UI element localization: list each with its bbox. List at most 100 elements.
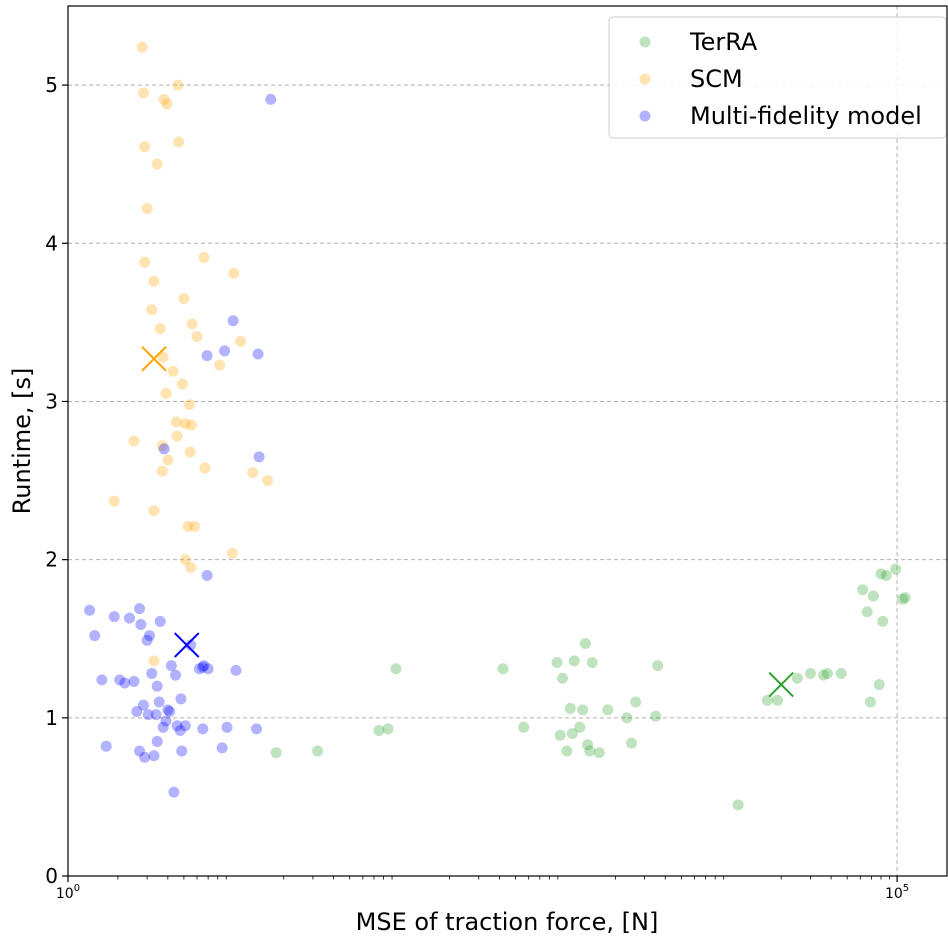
data-point bbox=[151, 680, 163, 692]
data-point bbox=[867, 590, 879, 602]
data-point bbox=[148, 750, 160, 762]
data-point bbox=[148, 275, 160, 287]
data-point bbox=[139, 141, 151, 153]
data-point bbox=[156, 440, 168, 452]
data-point bbox=[252, 348, 264, 360]
data-point bbox=[630, 696, 642, 708]
data-point bbox=[382, 723, 394, 735]
data-point bbox=[124, 612, 136, 624]
data-point bbox=[193, 663, 205, 675]
data-point bbox=[160, 715, 172, 727]
data-point bbox=[119, 677, 131, 689]
series-0-points bbox=[270, 563, 911, 811]
data-point bbox=[189, 520, 201, 532]
data-point bbox=[165, 660, 177, 672]
data-point bbox=[161, 98, 173, 110]
data-point bbox=[185, 562, 197, 574]
y-axis-label: Runtime, [s] bbox=[8, 368, 36, 515]
data-point bbox=[150, 709, 162, 721]
data-point bbox=[179, 418, 191, 430]
data-point bbox=[182, 520, 194, 532]
data-point bbox=[270, 747, 282, 759]
y-tick-label: 1 bbox=[45, 706, 58, 730]
data-point bbox=[139, 751, 151, 763]
data-point bbox=[557, 672, 569, 684]
data-point bbox=[877, 615, 889, 627]
legend-marker bbox=[639, 36, 651, 48]
data-point bbox=[227, 315, 239, 327]
data-point bbox=[577, 704, 589, 716]
data-point bbox=[178, 293, 190, 305]
data-point bbox=[141, 202, 153, 214]
data-point bbox=[230, 664, 242, 676]
data-point bbox=[153, 696, 165, 708]
data-point bbox=[135, 618, 147, 630]
legend-label: TerRA bbox=[689, 28, 758, 56]
data-point bbox=[158, 443, 170, 455]
data-point bbox=[582, 739, 594, 751]
legend-marker bbox=[639, 73, 651, 85]
data-point bbox=[199, 462, 211, 474]
data-point bbox=[171, 430, 183, 442]
data-point bbox=[873, 679, 885, 691]
data-point bbox=[864, 696, 876, 708]
data-point bbox=[154, 323, 166, 335]
data-point bbox=[146, 304, 158, 316]
data-point bbox=[835, 668, 847, 680]
data-point bbox=[761, 694, 773, 706]
data-point bbox=[151, 158, 163, 170]
data-point bbox=[202, 663, 214, 675]
data-point bbox=[191, 331, 203, 343]
data-point bbox=[171, 720, 183, 732]
data-point bbox=[602, 704, 614, 716]
data-point bbox=[89, 630, 101, 642]
data-point bbox=[771, 694, 783, 706]
data-point bbox=[141, 634, 153, 646]
data-point bbox=[219, 345, 231, 357]
y-tick-label: 5 bbox=[45, 73, 58, 97]
data-point bbox=[574, 721, 586, 733]
data-point bbox=[554, 729, 566, 741]
data-point bbox=[154, 615, 166, 627]
data-point bbox=[235, 335, 247, 347]
data-point bbox=[198, 252, 210, 264]
data-point bbox=[652, 660, 664, 672]
data-point bbox=[185, 419, 197, 431]
data-point bbox=[561, 745, 573, 757]
data-point bbox=[173, 136, 185, 148]
data-point bbox=[162, 704, 174, 716]
series-1-mean-marker bbox=[141, 346, 167, 372]
legend-label: SCM bbox=[690, 65, 743, 93]
data-point bbox=[164, 705, 176, 717]
data-point bbox=[897, 593, 909, 605]
data-point bbox=[137, 87, 149, 99]
data-point bbox=[226, 547, 238, 559]
data-point bbox=[157, 721, 169, 733]
series-0-mean-marker bbox=[768, 671, 794, 698]
data-point bbox=[566, 728, 578, 740]
mean-marker-stroke bbox=[174, 632, 200, 658]
data-point bbox=[821, 668, 833, 680]
legend-box bbox=[608, 16, 947, 139]
data-point bbox=[818, 669, 830, 681]
data-point bbox=[198, 660, 210, 672]
data-point bbox=[142, 709, 154, 721]
data-point bbox=[183, 399, 195, 411]
data-point bbox=[174, 724, 186, 736]
data-point bbox=[262, 475, 274, 487]
data-point bbox=[497, 663, 509, 675]
data-point bbox=[312, 745, 324, 757]
data-point bbox=[170, 669, 182, 681]
data-point bbox=[137, 699, 149, 711]
grid-lines bbox=[68, 6, 947, 876]
data-point bbox=[253, 451, 265, 463]
data-point bbox=[100, 740, 112, 752]
data-point bbox=[216, 742, 228, 754]
x-axis-label: MSE of traction force, [N] bbox=[356, 908, 659, 936]
data-point bbox=[857, 584, 869, 596]
data-point bbox=[96, 674, 108, 686]
data-point bbox=[579, 637, 591, 649]
data-point bbox=[584, 745, 596, 757]
data-point bbox=[228, 267, 240, 279]
series-1-points bbox=[108, 41, 274, 667]
